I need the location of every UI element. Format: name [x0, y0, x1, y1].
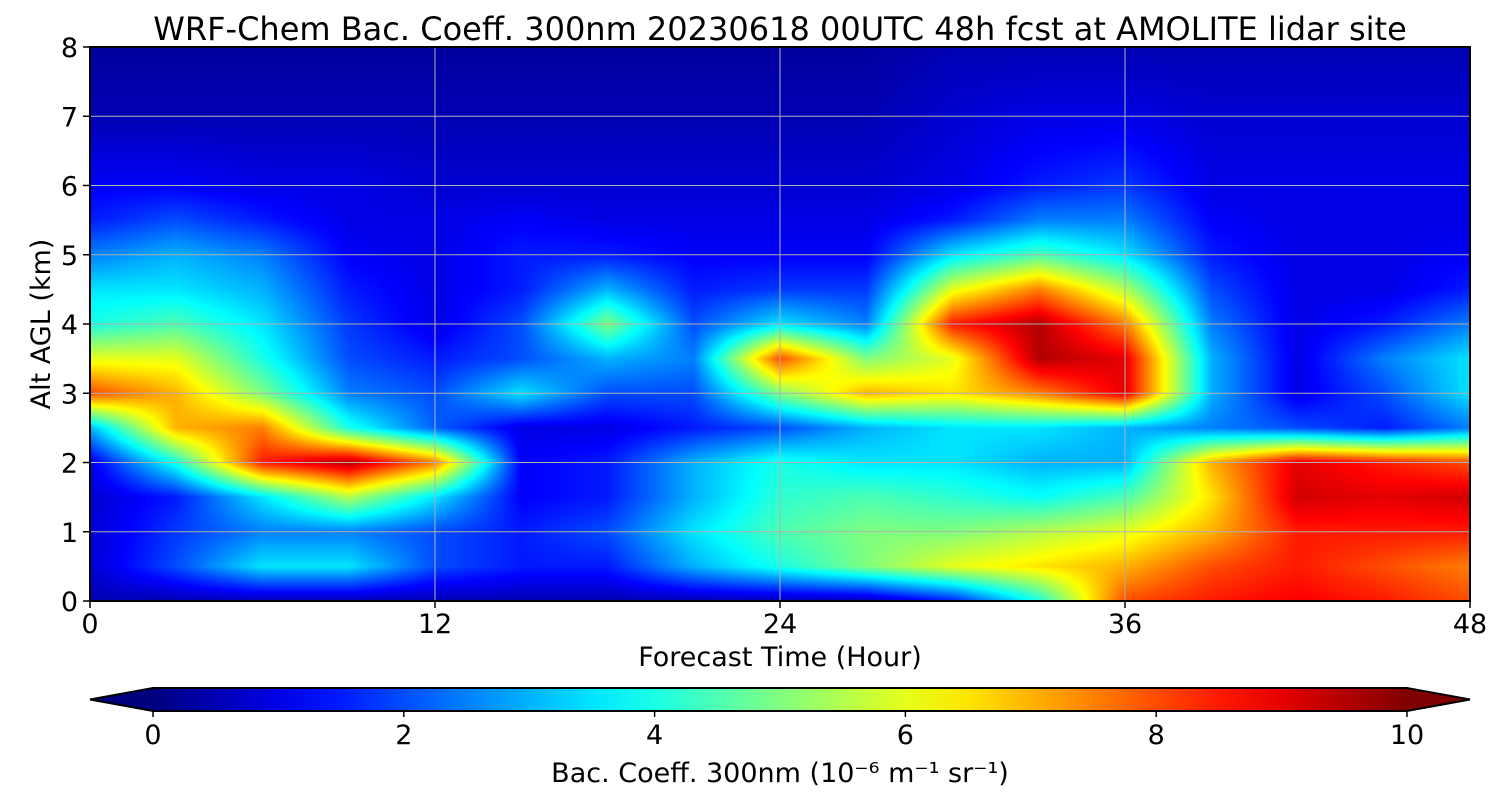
colorbar-tick-label: 0	[144, 720, 161, 751]
colorbar-tick-label: 4	[646, 720, 663, 751]
x-axis-label: Forecast Time (Hour)	[638, 642, 922, 673]
x-tick-label: 36	[1108, 609, 1142, 640]
colorbar-ticks: 0 2 4 6 8 10	[144, 711, 1424, 751]
colorbar-label: Bac. Coeff. 300nm (10⁻⁶ m⁻¹ sr⁻¹)	[551, 758, 1009, 789]
y-tick-label: 8	[61, 33, 78, 64]
colorbar-tick-label: 10	[1390, 720, 1424, 751]
y-tick-label: 1	[61, 518, 78, 549]
x-tick-label: 0	[81, 609, 98, 640]
y-tick-label: 2	[61, 449, 78, 480]
x-tick-label: 12	[418, 609, 452, 640]
x-axis-ticks: 0 12 24 36 48	[81, 601, 1487, 640]
colorbar-tick-label: 8	[1148, 720, 1165, 751]
x-tick-label: 48	[1453, 609, 1487, 640]
y-tick-label: 4	[61, 310, 78, 341]
colorbar-tick-label: 6	[897, 720, 914, 751]
y-tick-label: 5	[61, 241, 78, 272]
colorbar-extend-high	[1407, 688, 1470, 711]
colorbar: 0 2 4 6 8 10	[89, 687, 1471, 751]
y-axis-ticks: 0 1 2 3 4 5 6 7 8	[61, 33, 90, 618]
y-tick-label: 7	[61, 102, 78, 133]
y-axis-label: Alt AGL (km)	[26, 239, 57, 410]
chart-title: WRF-Chem Bac. Coeff. 300nm 20230618 00UT…	[153, 10, 1407, 48]
y-tick-label: 6	[61, 172, 78, 203]
colorbar-extend-low	[90, 688, 153, 711]
x-tick-label: 24	[763, 609, 797, 640]
colorbar-gradient	[153, 688, 1407, 711]
y-tick-label: 0	[61, 587, 78, 618]
colorbar-tick-label: 2	[395, 720, 412, 751]
y-tick-label: 3	[61, 379, 78, 410]
